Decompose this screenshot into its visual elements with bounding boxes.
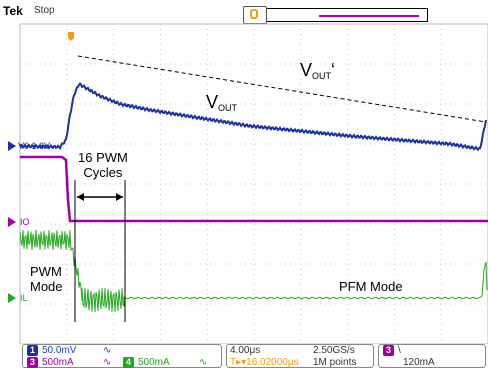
ch4-marker-icon xyxy=(8,293,16,303)
ch4-badge: 4 xyxy=(123,357,134,368)
record-length-value: 1M points xyxy=(313,357,356,368)
vout-prime-reference-line xyxy=(78,56,486,122)
arrow-right-icon xyxy=(116,193,123,201)
trigger-level-value: 120mA xyxy=(403,357,435,368)
ch1-marker-icon xyxy=(8,141,16,151)
trigger-marker-icon xyxy=(68,32,74,41)
ch1-offset-label: V0 1.8V xyxy=(18,141,50,151)
timebase-value: 4.00μs xyxy=(230,345,260,356)
status-bar: 1 50.0mV ∿ 3 500mA ∿ 4 500mA ∿ 4.00μs T▸▾16… xyxy=(0,344,488,368)
vout-prime-annotation: VOUT‘ xyxy=(300,60,335,81)
ch4-coupling-icon: ∿ xyxy=(199,357,207,368)
horizontal-settings-panel[interactable]: 4.00μs T▸▾16.02000μs 2.50GS/s 1M points xyxy=(226,344,374,368)
pfm-mode-annotation: PFM Mode xyxy=(337,279,405,294)
pwm-mode-annotation: PWM Mode xyxy=(30,264,63,294)
trigger-source-badge: 3 xyxy=(383,345,394,356)
sample-rate-value: 2.50GS/s xyxy=(313,345,355,356)
ch1-coupling-icon: ∿ xyxy=(103,345,111,356)
ch3-scale[interactable]: 3 500mA xyxy=(27,357,74,368)
vout-trace xyxy=(20,84,486,150)
trigger-settings-panel[interactable]: 3 \ 120mA xyxy=(378,344,486,368)
arrow-left-icon xyxy=(77,193,84,201)
ch1-scale[interactable]: 1 50.0mV xyxy=(27,345,76,356)
ch3-badge: 3 xyxy=(27,357,38,368)
io-channel-label: IO xyxy=(20,217,30,227)
trigger-position-value: T▸▾16.02000μs xyxy=(230,357,299,368)
trigger-slope-icon: \ xyxy=(398,345,401,356)
vertical-settings-panel[interactable]: 1 50.0mV ∿ 3 500mA ∿ 4 500mA ∿ xyxy=(22,344,222,368)
il-channel-label: IL xyxy=(20,293,28,303)
ch4-scale[interactable]: 4 500mA xyxy=(123,357,170,368)
ch3-coupling-icon: ∿ xyxy=(103,357,111,368)
ch3-marker-icon xyxy=(8,217,16,227)
ch1-badge: 1 xyxy=(27,345,38,356)
vout-annotation: VOUT xyxy=(206,92,237,113)
pwm-cycles-annotation: 16 PWM Cycles xyxy=(76,150,130,180)
trigger-source: 3 \ xyxy=(383,345,401,356)
